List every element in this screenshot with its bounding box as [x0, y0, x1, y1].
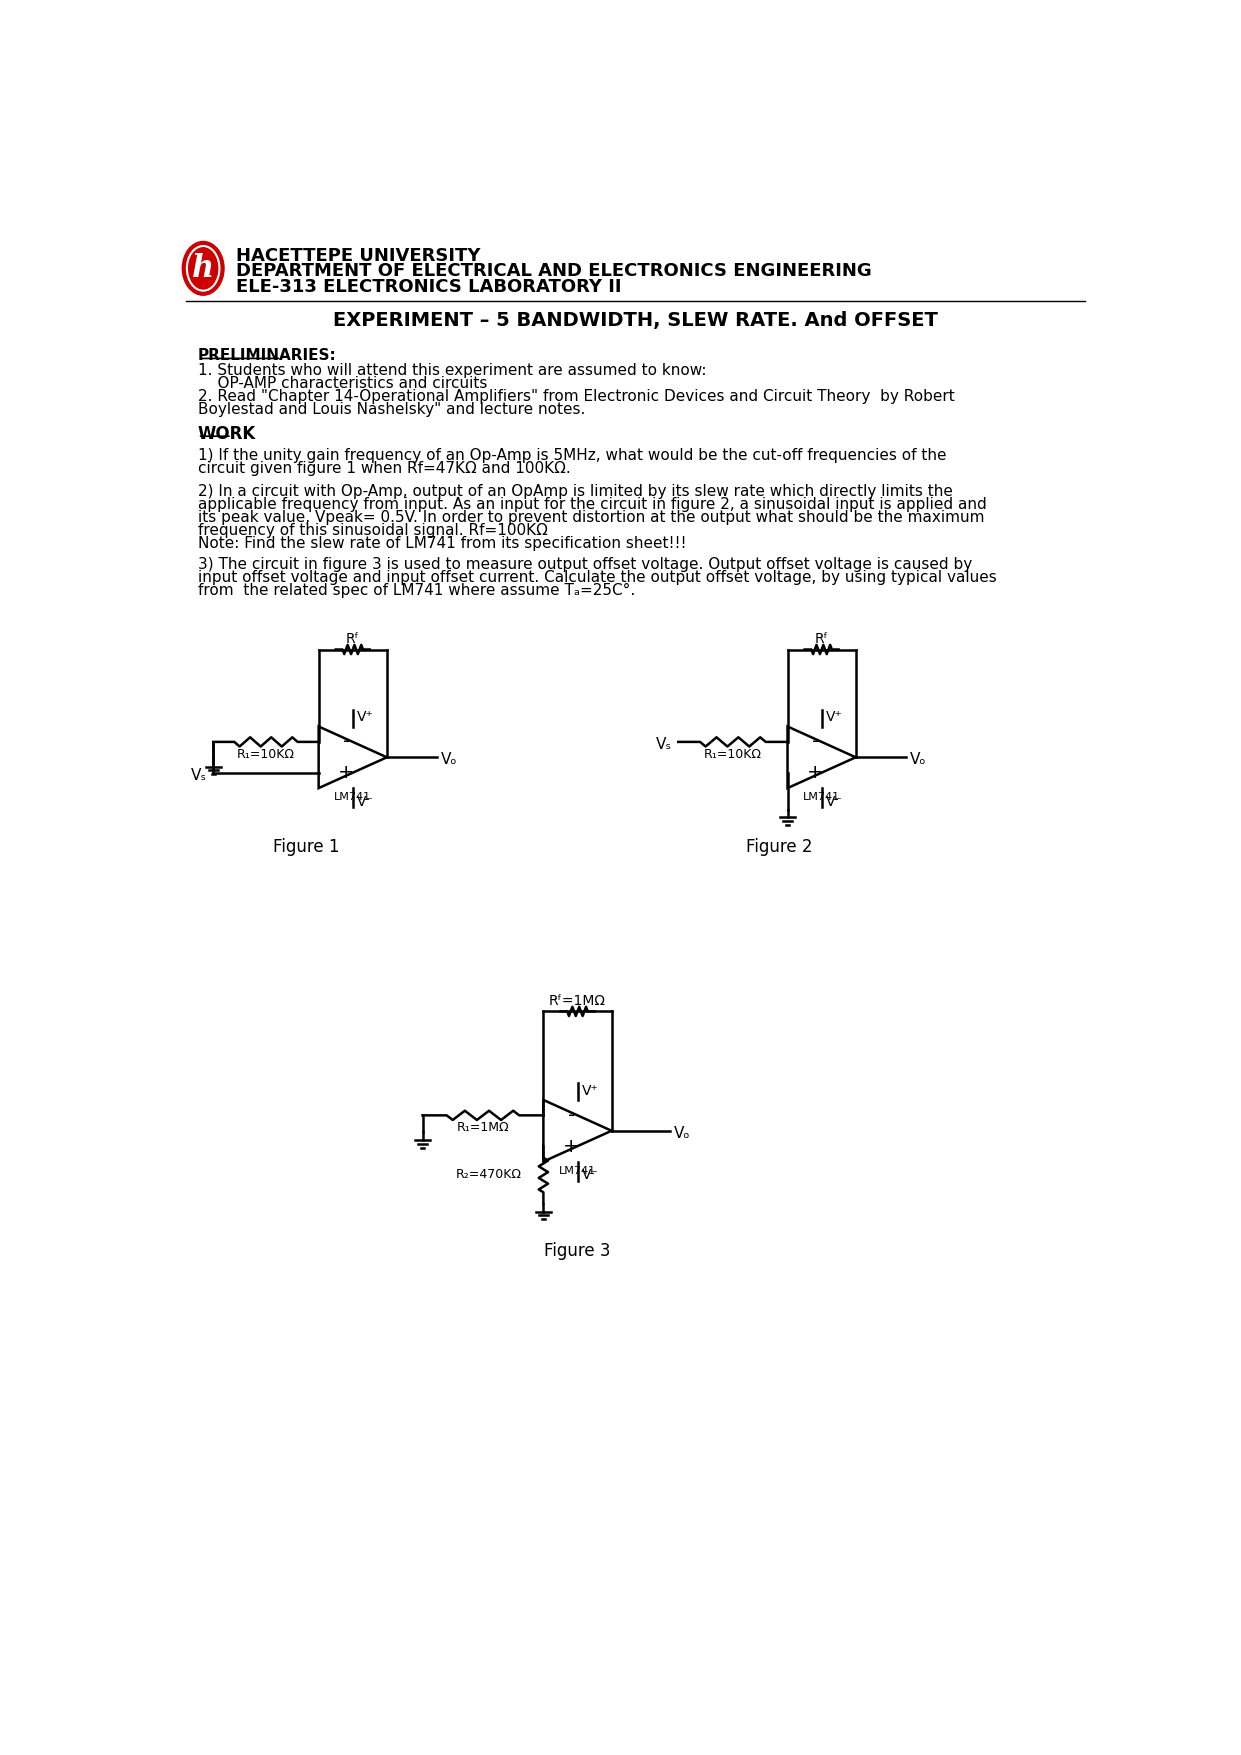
Text: LM741: LM741 [334, 792, 371, 802]
Text: R₁=1MΩ: R₁=1MΩ [457, 1121, 509, 1134]
Text: Boylestad and Louis Nashelsky" and lecture notes.: Boylestad and Louis Nashelsky" and lectu… [197, 402, 585, 418]
Text: +: + [339, 763, 355, 783]
Text: from  the related spec of LM741 where assume Tₐ=25C°.: from the related spec of LM741 where ass… [197, 583, 635, 598]
Text: EXPERIMENT – 5 BANDWIDTH, SLEW RATE. And OFFSET: EXPERIMENT – 5 BANDWIDTH, SLEW RATE. And… [333, 311, 938, 330]
Text: V⁻: V⁻ [825, 795, 843, 809]
Text: Rᶠ=1MΩ: Rᶠ=1MΩ [549, 993, 606, 1007]
Text: input offset voltage and input offset current. Calculate the output offset volta: input offset voltage and input offset cu… [197, 570, 997, 584]
Text: 1) If the unity gain frequency of an Op-Amp is 5MHz, what would be the cut-off f: 1) If the unity gain frequency of an Op-… [197, 448, 946, 463]
Text: Rᶠ: Rᶠ [346, 632, 360, 646]
Text: OP-AMP characteristics and circuits: OP-AMP characteristics and circuits [197, 376, 488, 391]
Text: Figure 1: Figure 1 [273, 839, 340, 856]
Text: PRELIMINARIES:: PRELIMINARIES: [197, 347, 336, 363]
Text: -: - [567, 1106, 575, 1125]
Text: V⁺: V⁺ [825, 711, 843, 725]
Text: Figure 2: Figure 2 [746, 839, 813, 856]
Text: h: h [192, 253, 215, 284]
Text: Vₛ: Vₛ [656, 737, 673, 751]
Text: -: - [812, 732, 819, 751]
Text: 2) In a circuit with Op-Amp, output of an OpAmp is limited by its slew rate whic: 2) In a circuit with Op-Amp, output of a… [197, 484, 953, 498]
Text: frequency of this sinusoidal signal. Rf=100KΩ: frequency of this sinusoidal signal. Rf=… [197, 523, 547, 539]
Text: 3) The circuit in figure 3 is used to measure output offset voltage. Output offs: 3) The circuit in figure 3 is used to me… [197, 556, 972, 572]
Text: 1. Students who will attend this experiment are assumed to know:: 1. Students who will attend this experim… [197, 363, 706, 377]
Text: Vₒ: Vₒ [441, 753, 458, 767]
Text: R₁=10KΩ: R₁=10KΩ [237, 748, 295, 760]
Text: applicable frequency from input. As an input for the circuit in figure 2, a sinu: applicable frequency from input. As an i… [197, 497, 987, 512]
Text: Note: Find the slew rate of LM741 from its specification sheet!!!: Note: Find the slew rate of LM741 from i… [197, 537, 686, 551]
Text: LM741: LM741 [803, 792, 840, 802]
Text: ELE-313 ELECTRONICS LABORATORY II: ELE-313 ELECTRONICS LABORATORY II [237, 277, 622, 295]
Ellipse shape [182, 242, 223, 295]
Text: Rᶠ: Rᶠ [814, 632, 829, 646]
Text: Vₛ: Vₛ [191, 769, 207, 783]
Text: 2. Read "Chapter 14-Operational Amplifiers" from Electronic Devices and Circuit : 2. Read "Chapter 14-Operational Amplifie… [197, 390, 954, 404]
Text: +: + [563, 1137, 580, 1155]
Text: Vₒ: Vₒ [674, 1125, 690, 1141]
Text: LM741: LM741 [558, 1165, 596, 1176]
Text: R₁=10KΩ: R₁=10KΩ [704, 748, 762, 760]
Text: WORK: WORK [197, 425, 256, 442]
Text: -: - [343, 732, 350, 751]
Text: R₂=470KΩ: R₂=470KΩ [457, 1169, 522, 1181]
Text: DEPARTMENT OF ELECTRICAL AND ELECTRONICS ENGINEERING: DEPARTMENT OF ELECTRICAL AND ELECTRONICS… [237, 261, 872, 281]
Text: V⁻: V⁻ [356, 795, 374, 809]
Text: V⁻: V⁻ [582, 1169, 598, 1183]
Text: V⁺: V⁺ [582, 1083, 598, 1097]
Text: circuit given figure 1 when Rf=47KΩ and 100KΩ.: circuit given figure 1 when Rf=47KΩ and … [197, 462, 571, 476]
Text: HACETTEPE UNIVERSITY: HACETTEPE UNIVERSITY [237, 247, 482, 265]
Text: Vₒ: Vₒ [910, 753, 927, 767]
Text: +: + [807, 763, 824, 783]
Text: its peak value, Vpeak= 0.5V. In order to prevent distortion at the output what s: its peak value, Vpeak= 0.5V. In order to… [197, 511, 984, 525]
Text: Figure 3: Figure 3 [545, 1243, 611, 1260]
Text: V⁺: V⁺ [356, 711, 374, 725]
